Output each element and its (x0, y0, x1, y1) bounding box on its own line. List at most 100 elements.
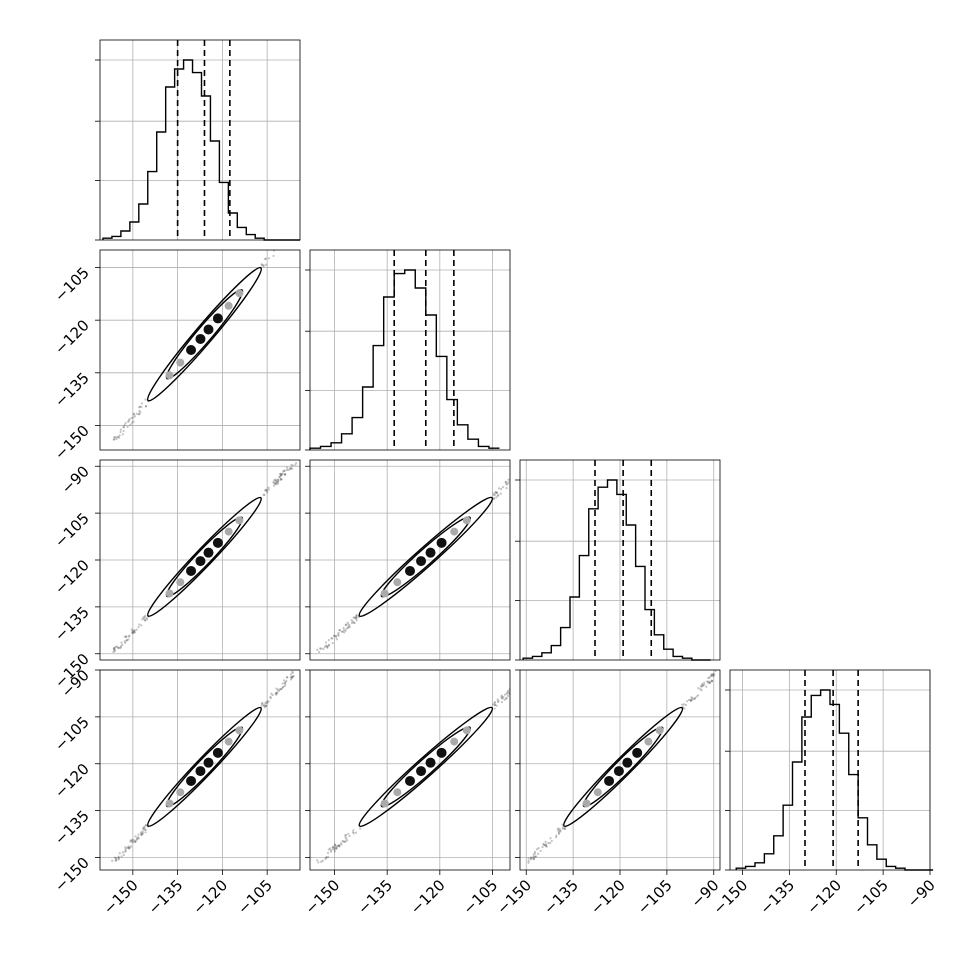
scatter-point (690, 696, 693, 699)
scatter-point (283, 473, 287, 476)
x-tick-label: −150 (100, 876, 142, 918)
scatter-point (500, 487, 503, 491)
scatter-point (283, 681, 286, 685)
scatter-point (542, 842, 545, 845)
scatter-point (291, 671, 294, 674)
scatter-point (265, 702, 268, 705)
scatter-point (348, 626, 351, 629)
scatter-point (535, 848, 539, 851)
scatter-point (557, 827, 560, 830)
scatter-point (494, 703, 497, 707)
scatter-point (260, 263, 264, 267)
scatter-point (545, 843, 548, 846)
scatter-point (495, 704, 498, 707)
scatter-point (289, 673, 292, 676)
scatter-point (563, 827, 566, 831)
scatter-point (341, 630, 344, 633)
scatter-point (282, 470, 285, 473)
density-blob (450, 527, 459, 536)
scatter-point (140, 832, 143, 835)
scatter-point (493, 707, 496, 710)
scatter-point (288, 467, 291, 470)
scatter-point (130, 421, 134, 424)
scatter-point (272, 254, 275, 258)
scatter-point (492, 497, 496, 500)
scatter-point (530, 857, 533, 860)
scatter-point (332, 634, 336, 637)
scatter-point (117, 856, 120, 859)
density-blob (425, 547, 436, 558)
scatter-point (291, 670, 294, 673)
scatter-point (494, 490, 497, 494)
x-tick-label: −135 (540, 876, 582, 918)
y-tick-label: −135 (51, 807, 93, 849)
scatter-point (541, 846, 544, 849)
scatter-point (119, 645, 123, 648)
density-blob (235, 516, 244, 525)
scatter-point (503, 698, 506, 701)
density-blob (186, 565, 197, 576)
scatter-point (263, 493, 266, 497)
scatter-point (117, 646, 120, 649)
scatter-point (117, 856, 120, 859)
scatter-point (500, 694, 503, 697)
density-blob (416, 556, 427, 567)
y-tick-label: −135 (51, 603, 93, 645)
density-blob (176, 358, 185, 367)
density-blob (405, 565, 415, 576)
scatter-point (113, 437, 116, 441)
scatter-point (279, 473, 282, 477)
scatter-point (697, 687, 700, 690)
scatter-point (118, 434, 121, 437)
scatter-point (344, 840, 347, 843)
scatter-point (348, 834, 351, 838)
scatter-point (561, 823, 564, 826)
scatter-point (685, 700, 689, 703)
scatter-point (262, 703, 265, 706)
scatter-point (708, 681, 712, 684)
scatter-point (327, 643, 331, 646)
scatter-point (278, 475, 281, 478)
panel-3-2: −150 −135 −120 −105 −90 (493, 669, 723, 918)
scatter-point (278, 688, 281, 691)
scatter-point (497, 494, 500, 497)
contour-1 (380, 726, 471, 808)
scatter-point (549, 841, 552, 845)
scatter-point (281, 472, 284, 475)
scatter-point (333, 850, 336, 853)
scatter-point (265, 704, 268, 707)
scatter-point (144, 618, 147, 622)
density-blob (195, 766, 206, 777)
contour-1 (380, 516, 471, 598)
density-blob (380, 589, 389, 598)
scatter-point (128, 847, 131, 850)
density-blob (436, 747, 447, 758)
scatter-point (119, 430, 122, 434)
scatter-point (319, 647, 322, 650)
scatter-point (280, 477, 283, 481)
scatter-point (320, 860, 323, 863)
scatter-point (280, 687, 283, 691)
scatter-point (701, 685, 704, 688)
scatter-point (338, 629, 341, 632)
scatter-point (129, 839, 132, 842)
scatter-point (492, 493, 496, 497)
scatter-point (544, 844, 548, 847)
scatter-point (344, 629, 347, 632)
scatter-point (335, 847, 338, 850)
scatter-point (325, 856, 328, 859)
x-tick-label: −150 (493, 876, 535, 918)
density-blob (655, 726, 664, 735)
scatter-point (354, 616, 357, 619)
scatter-point (324, 641, 328, 644)
scatter-point (264, 701, 267, 704)
scatter-point (260, 263, 263, 266)
scatter-point (352, 621, 355, 624)
scatter-point (712, 673, 715, 676)
scatter-point (283, 469, 286, 472)
scatter-point (709, 675, 712, 678)
scatter-point (496, 494, 499, 497)
scatter-point (276, 691, 279, 694)
scatter-point (144, 405, 147, 408)
